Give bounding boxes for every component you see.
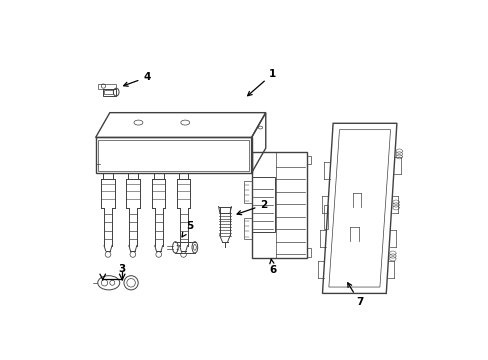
- Text: 7: 7: [347, 283, 363, 307]
- Bar: [244, 217, 251, 239]
- Text: 2: 2: [237, 200, 267, 215]
- Bar: [251, 152, 306, 258]
- Bar: [104, 90, 113, 94]
- Text: 5: 5: [182, 221, 193, 237]
- Text: 1: 1: [247, 69, 276, 96]
- Bar: [306, 156, 310, 165]
- Bar: [244, 181, 251, 203]
- Text: 6: 6: [269, 259, 276, 275]
- Bar: [251, 177, 274, 233]
- Text: 4: 4: [123, 72, 150, 86]
- Bar: [306, 248, 310, 257]
- Text: 3: 3: [119, 264, 125, 274]
- Bar: [323, 205, 327, 229]
